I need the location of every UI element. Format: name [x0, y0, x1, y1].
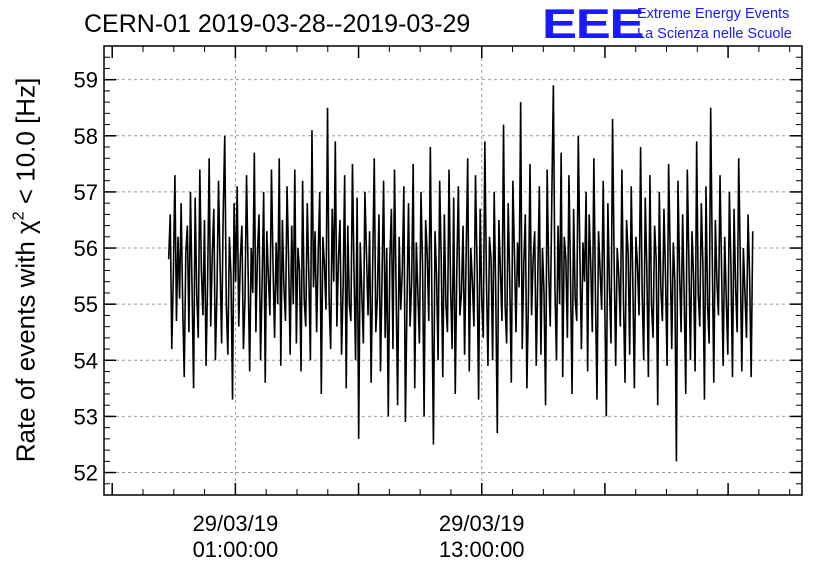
y-tick-label: 56: [74, 236, 98, 261]
y-tick-label: 55: [74, 292, 98, 317]
x-tick-label-time: 01:00:00: [193, 537, 279, 562]
y-tick-label: 54: [74, 348, 98, 373]
y-tick-label: 52: [74, 461, 98, 486]
y-axis-label-sup: 2: [10, 211, 28, 221]
chart-title: CERN-01 2019-03-28--2019-03-29: [84, 10, 471, 38]
y-axis-label: Rate of events with χ2 < 10.0 [Hz]: [11, 78, 42, 463]
logo-line-2: La Scienza nelle Scuole: [637, 26, 792, 42]
y-tick-label: 58: [74, 124, 98, 149]
y-tick-label: 57: [74, 180, 98, 205]
eee-logo-mark: EEE: [542, 0, 645, 47]
data-series-line: [167, 85, 754, 462]
y-axis-label-prefix: Rate of events with: [10, 233, 41, 463]
plot-frame: [103, 45, 803, 496]
y-axis-label-suffix: < 10.0 [Hz]: [10, 77, 41, 212]
x-tick-label-date: 29/03/19: [193, 511, 279, 536]
logo-line-1: Extreme Energy Events: [637, 6, 790, 22]
eee-logo: EEE Extreme Energy Events La Scienza nel…: [542, 2, 832, 46]
x-tick-label-time: 13:00:00: [439, 537, 525, 562]
y-tick-label: 53: [74, 404, 98, 429]
y-axis-label-chi: χ: [10, 220, 41, 234]
x-tick-label-date: 29/03/19: [439, 511, 525, 536]
y-tick-label: 59: [74, 68, 98, 93]
